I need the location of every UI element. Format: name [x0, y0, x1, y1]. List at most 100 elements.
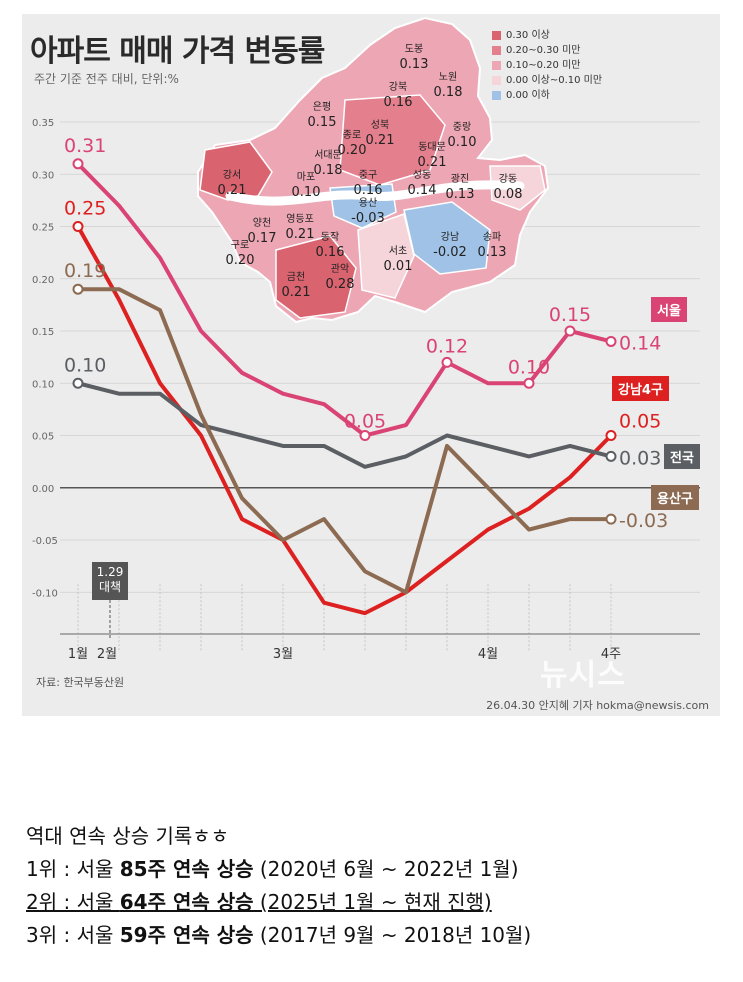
data-point: [523, 377, 535, 389]
district-value: 0.08: [494, 187, 523, 202]
y-tick-label: 0.25: [32, 223, 54, 234]
legend-swatch: [492, 31, 501, 40]
district-value: 0.21: [366, 133, 395, 148]
district-seocho: [357, 213, 415, 299]
watermark-logo: 뉴시스: [540, 658, 626, 693]
district-value: 0.21: [418, 155, 447, 170]
data-label: 0.15: [549, 304, 591, 326]
seoul-map: 도봉 0.13 노원 0.18 강북 0.16 은평 0.15 성북 0.21 중랑 0.10 종로 0.…: [197, 16, 550, 324]
chart-title: 아파트 매매 가격 변동률: [30, 34, 325, 69]
legend-item: 0.10~0.20 미만: [492, 58, 602, 73]
series-tag-gangnam: 강남4구: [612, 376, 669, 401]
data-label: 0.19: [64, 260, 106, 282]
legend-label: 0.10~0.20 미만: [506, 60, 581, 71]
data-label: 0.31: [64, 135, 106, 157]
data-label: 0.12: [426, 335, 468, 357]
district-value: 0.21: [282, 285, 311, 300]
legend-label: 0.00 이하: [506, 90, 550, 101]
y-tick-label: 0.20: [32, 275, 54, 286]
district-value: 0.21: [218, 183, 247, 198]
data-label: 0.14: [619, 332, 661, 354]
district-name: 송파: [483, 231, 501, 243]
series-line: [76, 162, 612, 438]
district-value: 0.01: [384, 259, 413, 274]
legend-item: 0.00 이상~0.10 미만: [492, 73, 602, 88]
series-layer: 0.31 0.05 0.12 0.10 0.15 0.14 0.25 0.05 0.10 0.03…: [64, 135, 668, 616]
series-line: [77, 381, 612, 469]
district-name: 양천: [253, 217, 271, 229]
y-tick-label: -0.10: [32, 588, 58, 599]
district-value: 0.10: [448, 135, 477, 150]
record-streak: 85주 연속 상승: [119, 857, 254, 881]
data-point: [605, 513, 617, 525]
map-legend: 0.30 이상 0.20~0.30 미만 0.10~0.20 미만 0.00 이상~0…: [492, 28, 602, 103]
data-label: 0.05: [344, 411, 386, 433]
y-tick-label: 0.10: [32, 379, 54, 390]
district-name: 성동: [413, 169, 431, 181]
district-value: 0.18: [434, 85, 463, 100]
district-value: 0.10: [292, 185, 321, 200]
y-tick-label: 0.15: [32, 327, 54, 338]
data-label: 0.25: [64, 198, 106, 220]
y-tick-label: 0.35: [32, 118, 54, 129]
data-point: [564, 325, 576, 337]
legend-label: 0.00 이상~0.10 미만: [506, 75, 603, 86]
district-gwanak: [275, 235, 357, 319]
data-point: [72, 377, 84, 389]
data-point: [605, 450, 617, 462]
data-point: [441, 356, 453, 368]
record-row-1: 1위 : 서울 85주 연속 상승 (2020년 6월 ~ 2022년 1월): [26, 853, 531, 886]
district-name: 관악: [331, 263, 349, 275]
district-name: 노원: [439, 71, 457, 83]
district-value: -0.03: [351, 211, 385, 226]
source-note: 자료: 한국부동산원: [36, 676, 125, 689]
y-tick-label: 0.30: [32, 170, 54, 181]
record-streak: 64주 연속 상승: [119, 890, 254, 914]
x-tick-label: 3월: [273, 647, 293, 662]
record-period: (2017년 9월 ~ 2018년 10월): [253, 923, 532, 947]
district-value: -0.02: [433, 245, 467, 260]
data-point: [605, 430, 617, 441]
x-tick-label: 4월: [478, 647, 498, 662]
han-river: [225, 180, 525, 206]
district-value: 0.13: [478, 245, 507, 260]
legend-swatch: [492, 76, 501, 85]
legend-item: 0.30 이상: [492, 28, 602, 43]
district-value: 0.16: [354, 183, 383, 198]
record-rank: 3위 : 서울: [26, 923, 120, 947]
data-point: [605, 335, 617, 347]
district-value: 0.21: [286, 227, 315, 242]
notes-heading: 역대 연속 상승 기록ㅎㅎ: [26, 824, 230, 848]
data-point: [72, 283, 84, 295]
district-name: 중구: [359, 169, 377, 181]
y-tick-label: -0.05: [32, 536, 58, 547]
data-point: [72, 158, 84, 170]
record-period: (2020년 6월 ~ 2022년 1월): [253, 857, 519, 881]
reporter-credit: 26.04.30 안지혜 기자 hokma@newsis.com: [486, 699, 709, 712]
district-name: 강남: [441, 231, 459, 243]
district-value: 0.28: [326, 277, 355, 292]
record-rank: 1위 : 서울: [26, 857, 120, 881]
record-streak: 59주 연속 상승: [119, 923, 254, 947]
legend-item: 0.00 이하: [492, 88, 602, 103]
district-name: 동대문: [418, 141, 446, 153]
y-tick-label: 0.00: [32, 484, 54, 495]
district-name: 성북: [371, 119, 389, 131]
data-label: 0.10: [508, 356, 550, 378]
district-name: 강서: [223, 169, 241, 181]
record-rank: 2위 : 서울: [26, 890, 120, 914]
district-name: 영등포: [286, 213, 314, 225]
district-name: 강북: [389, 81, 407, 93]
event-date: 1.29: [96, 565, 124, 579]
series-tag-seoul: 서울: [651, 297, 687, 322]
district-name: 종로: [343, 129, 361, 141]
district-name: 도봉: [405, 43, 423, 55]
district-name: 구로: [231, 240, 249, 251]
legend-swatch: [492, 46, 501, 55]
district-name: 서대문: [314, 149, 342, 161]
x-tick-label: 4주: [601, 647, 621, 662]
data-label: 0.05: [619, 411, 661, 433]
legend-swatch: [492, 61, 501, 70]
district-value: 0.18: [314, 163, 343, 178]
